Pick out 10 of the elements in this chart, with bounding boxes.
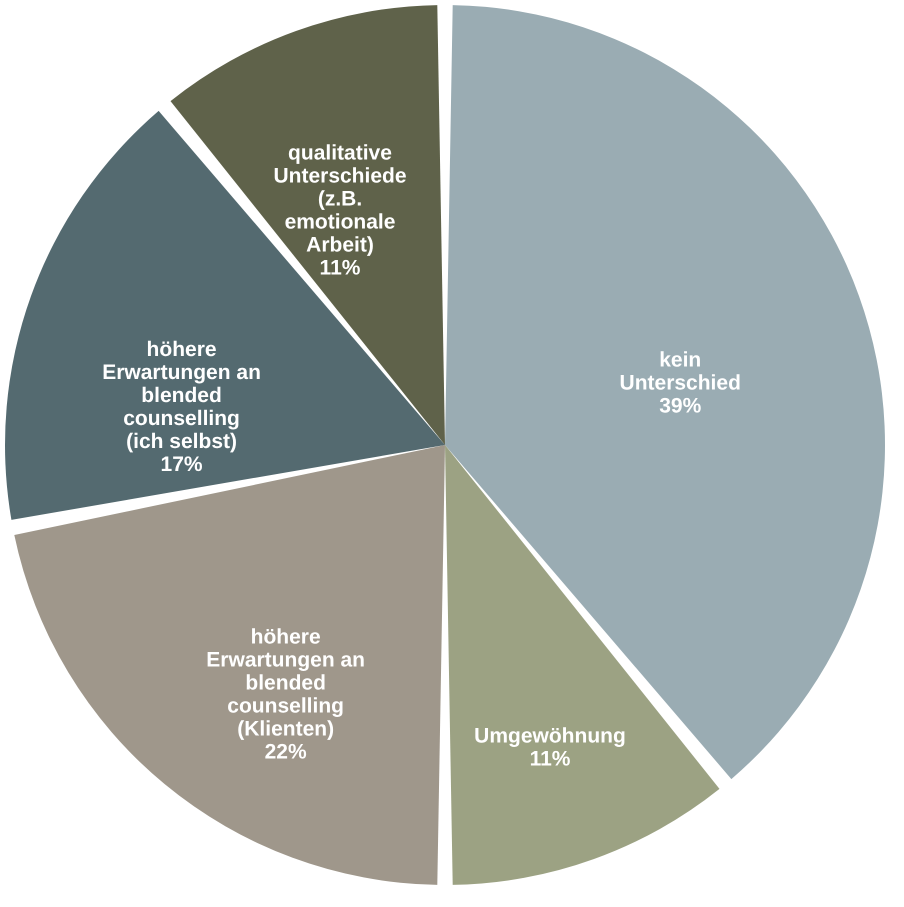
data-label: 17% xyxy=(160,453,203,476)
data-label: 11% xyxy=(530,748,571,771)
data-label: 11% xyxy=(320,256,361,280)
data-label: 39% xyxy=(659,394,702,418)
slice-label: qualitative Unterschiede (z.B. emotionale Arbeit) xyxy=(273,141,407,256)
slice-label: Umgewöhnung xyxy=(474,724,626,748)
slice-label: kein Unterschied xyxy=(620,348,741,394)
slice-label: höhere Erwartungen an blended counselling (ich selbst) xyxy=(102,338,261,454)
slice-label: höhere Erwartungen an blended counselling (Klienten) xyxy=(206,626,365,741)
data-label: 22% xyxy=(264,740,307,764)
